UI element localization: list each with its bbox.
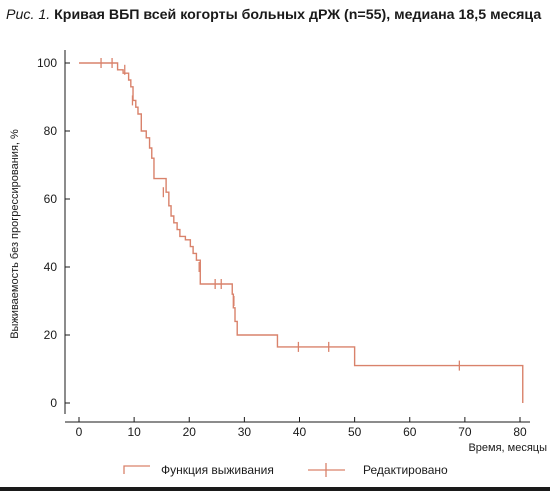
- y-ticks: 0 20 40 60 80 100: [37, 56, 70, 410]
- legend-step-marker: [123, 465, 150, 474]
- x-tick-label-40: 40: [293, 425, 307, 439]
- legend: Функция выживания Редактировано: [123, 463, 448, 477]
- y-tick-label-100: 100: [37, 56, 57, 70]
- bottom-rule: [0, 487, 550, 491]
- x-ticks: 0 10 20 30 40 50 60 70 80: [76, 417, 527, 439]
- censor-marks: [100, 58, 461, 371]
- figure-title: Кривая ВБП всей когорты больных дРЖ (n=5…: [54, 7, 542, 23]
- y-tick-label-0: 0: [50, 396, 57, 410]
- y-tick-label-80: 80: [44, 124, 58, 138]
- legend-label-censored: Редактировано: [363, 463, 448, 477]
- y-tick-label-40: 40: [44, 260, 58, 274]
- x-axis-label: Время, месяцы: [468, 442, 547, 454]
- x-tick-label-10: 10: [127, 425, 141, 439]
- y-tick-label-20: 20: [44, 328, 58, 342]
- x-tick-label-30: 30: [238, 425, 252, 439]
- survival-curve: [79, 62, 524, 403]
- x-tick-label-80: 80: [513, 425, 527, 439]
- x-tick-label-0: 0: [76, 425, 83, 439]
- survival-curve-group: [79, 62, 524, 403]
- x-tick-label-50: 50: [348, 425, 362, 439]
- figure-label: Рис. 1.: [6, 7, 51, 23]
- y-tick-label-60: 60: [44, 192, 58, 206]
- axes: [64, 50, 530, 423]
- legend-label-survival: Функция выживания: [161, 463, 274, 477]
- y-axis-label: Выживаемость без прогрессирования, %: [9, 129, 21, 339]
- figure-caption: Рис. 1. Кривая ВБП всей когорты больных …: [6, 7, 546, 23]
- x-tick-label-60: 60: [403, 425, 417, 439]
- x-tick-label-70: 70: [458, 425, 472, 439]
- x-tick-label-20: 20: [183, 425, 197, 439]
